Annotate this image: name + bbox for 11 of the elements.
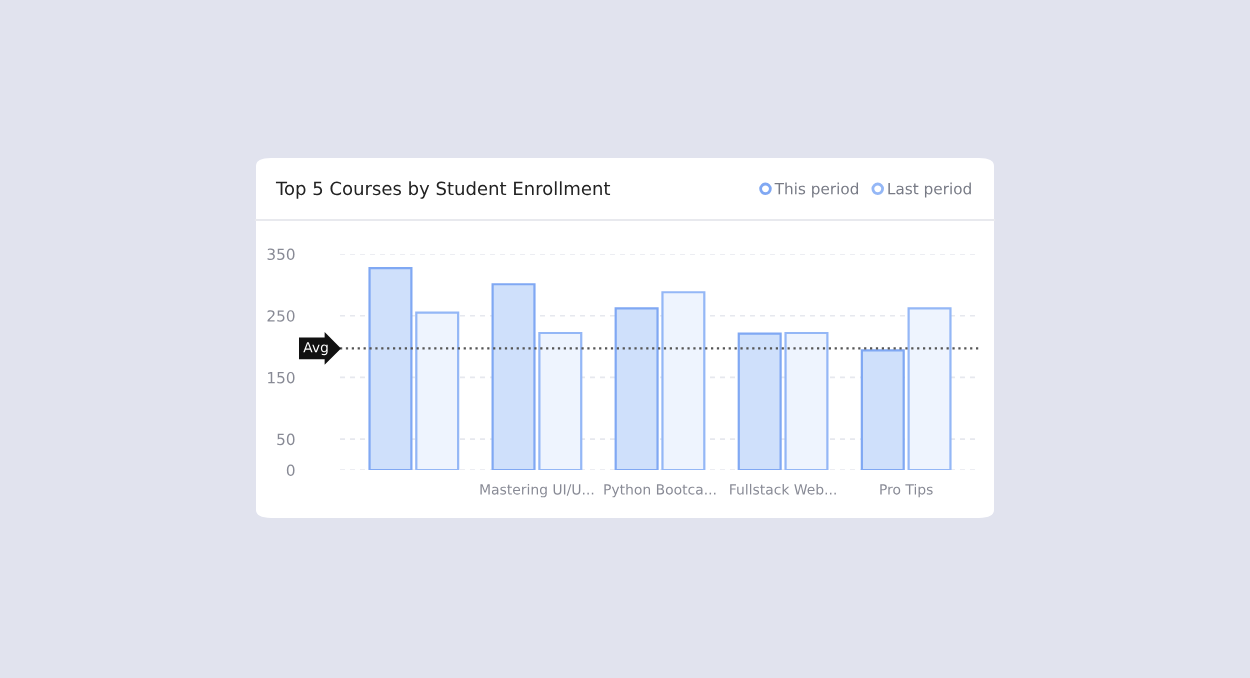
bar	[661, 291, 706, 470]
bar	[907, 307, 952, 470]
bar	[538, 331, 583, 470]
bar	[784, 331, 829, 470]
chart-title: Top 5 Courses by Student Enrollment	[275, 181, 611, 199]
bar	[368, 267, 413, 470]
bar	[737, 332, 782, 470]
bar	[415, 311, 460, 470]
bar	[860, 349, 905, 470]
bar	[614, 307, 659, 470]
bar	[491, 283, 536, 470]
